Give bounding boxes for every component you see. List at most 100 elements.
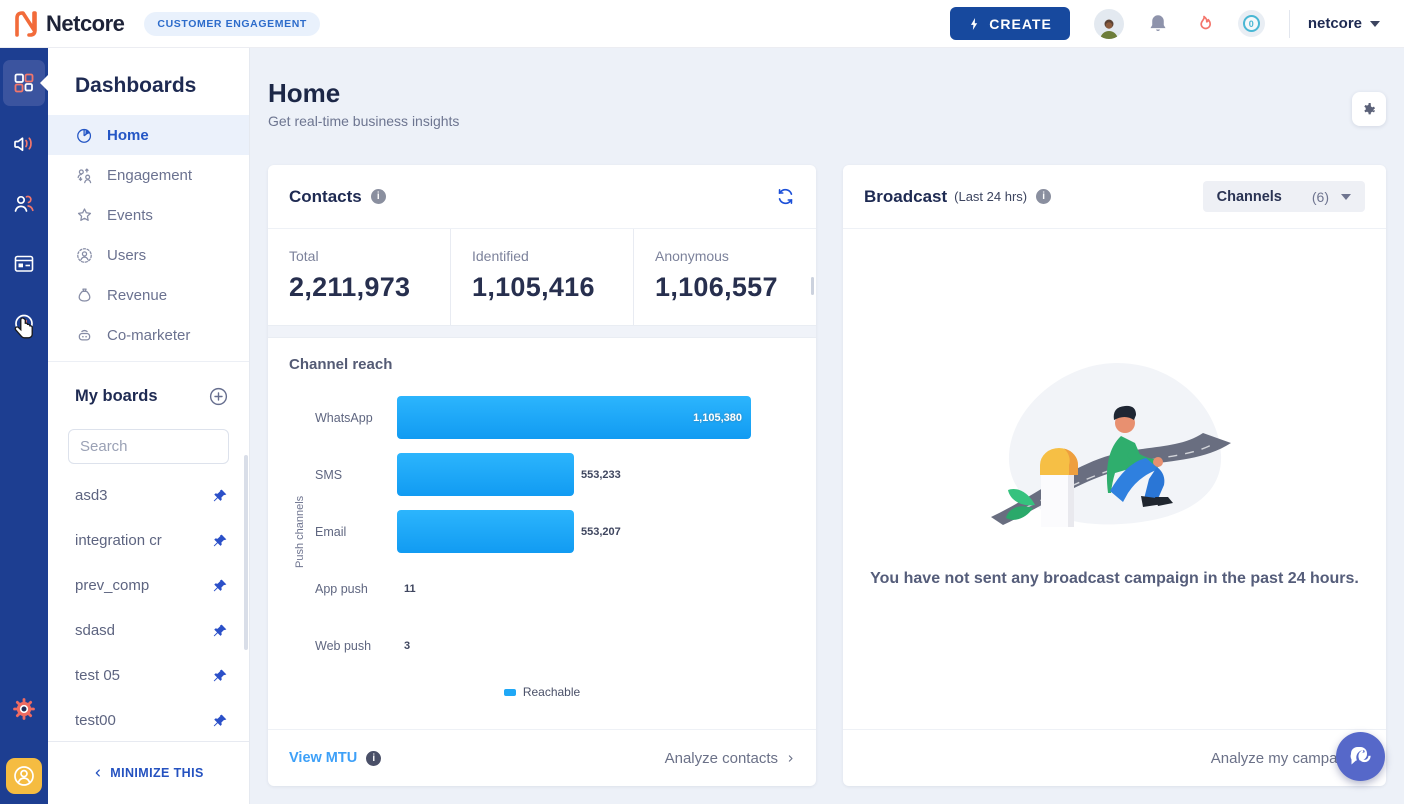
view-mtu-link[interactable]: View MTU i: [289, 750, 382, 766]
whats-new-flame-icon[interactable]: [1192, 13, 1216, 35]
chart-category-label: Web push: [315, 638, 372, 653]
pin-icon[interactable]: [212, 668, 228, 684]
create-button-label: CREATE: [989, 15, 1052, 32]
page-settings-gear-button[interactable]: [1352, 92, 1386, 126]
contacts-card-header: Contacts i: [268, 165, 816, 229]
board-item[interactable]: sdasd: [48, 608, 249, 653]
chart-legend: Reachable: [289, 685, 795, 699]
chevron-down-icon: [1370, 20, 1380, 27]
pin-icon[interactable]: [212, 623, 228, 639]
dashboard-cards-row: Contacts i Tot: [268, 165, 1386, 786]
broadcast-card: Broadcast (Last 24 hrs) i Channels (6): [843, 165, 1386, 786]
netcore-logo-icon: [10, 8, 42, 40]
channels-dropdown[interactable]: Channels (6): [1202, 181, 1365, 212]
empty-state-illustration: [965, 357, 1265, 540]
rail-item-analytics-icon[interactable]: [12, 313, 36, 335]
analyze-contacts-link[interactable]: Analyze contacts: [665, 750, 795, 767]
topbar-divider: [1288, 9, 1290, 38]
chat-support-fab[interactable]: [1336, 732, 1385, 781]
dashboards-item-users[interactable]: Users: [48, 235, 249, 275]
pin-icon[interactable]: [212, 713, 228, 729]
chart-row-web-push: Web push 3: [311, 617, 795, 674]
broadcast-period: (Last 24 hrs): [954, 189, 1028, 204]
rail-profile-avatar[interactable]: [6, 758, 42, 794]
dashboards-item-label: Events: [107, 206, 153, 224]
my-boards-header: My boards: [75, 386, 229, 407]
rail-item-dashboards[interactable]: [3, 60, 49, 106]
credits-count: 0: [1242, 15, 1260, 32]
chart-rows: WhatsApp 1,105,380 SMS 553,233 Email 553,207 A…: [311, 389, 795, 674]
dashboards-item-events[interactable]: Events: [48, 195, 249, 235]
rail-item-content-window-icon[interactable]: [12, 253, 36, 275]
netcore-logo[interactable]: Netcore: [10, 8, 125, 40]
account-menu[interactable]: netcore: [1308, 15, 1380, 32]
channels-label: Channels: [1216, 188, 1282, 205]
minimize-panel-button[interactable]: MINIMIZE THIS: [48, 741, 249, 804]
chart-category-label: SMS: [315, 467, 343, 482]
board-item[interactable]: test00: [48, 698, 249, 743]
chart-row-app-push: App push 11: [311, 560, 795, 617]
minimize-label: MINIMIZE THIS: [110, 766, 204, 780]
account-name: netcore: [1307, 15, 1362, 32]
chart-bar-area: 1,105,380: [397, 396, 795, 439]
pin-icon[interactable]: [212, 488, 228, 504]
chart-category-label: Email: [315, 524, 347, 539]
dashboards-item-home[interactable]: Home: [48, 115, 249, 155]
card-scrollbar[interactable]: [811, 277, 814, 295]
chart-bar[interactable]: 1,105,380: [397, 396, 751, 439]
rail-item-settings-gear-icon[interactable]: [11, 696, 37, 727]
stat-total: Total 2,211,973: [268, 229, 450, 325]
chart-row-whatsapp: WhatsApp 1,105,380: [311, 389, 795, 446]
stat-anonymous: Anonymous 1,106,557: [633, 229, 816, 325]
contacts-card-footer: View MTU i Analyze contacts: [268, 729, 816, 786]
mailbox: [1039, 448, 1078, 527]
rail-middle-group: [12, 133, 36, 335]
dashboards-item-engagement[interactable]: Engagement: [48, 155, 249, 195]
boards-list: asd3 integration cr prev_comp sdasd test…: [48, 473, 249, 743]
active-rail-pointer: [40, 74, 49, 92]
dashboards-item-co-marketer[interactable]: Co-marketer: [48, 315, 249, 355]
chart-bar[interactable]: [397, 453, 574, 496]
board-item[interactable]: test 05: [48, 653, 249, 698]
pin-icon[interactable]: [212, 578, 228, 594]
app-shell: Dashboards Home Engagement: [0, 48, 1404, 804]
view-mtu-label: View MTU: [289, 750, 358, 766]
add-board-plus-icon[interactable]: [208, 386, 229, 407]
board-item[interactable]: prev_comp: [48, 563, 249, 608]
chart-bar[interactable]: [397, 510, 574, 553]
bar-value-label: 11: [404, 582, 416, 595]
analyze-campaigns-link[interactable]: Analyze my campaigns: [1211, 750, 1365, 767]
dashboards-panel-title: Dashboards: [75, 74, 197, 97]
dashboards-item-label: Users: [107, 246, 147, 264]
chart-title: Channel reach: [289, 356, 393, 373]
info-icon[interactable]: i: [370, 189, 386, 204]
notifications-bell-icon[interactable]: [1146, 13, 1170, 35]
pin-icon[interactable]: [212, 533, 228, 549]
broadcast-title: Broadcast: [864, 186, 948, 206]
left-icon-rail: [0, 48, 49, 804]
rail-item-campaigns-megaphone-icon[interactable]: [12, 133, 36, 155]
bar-value-label: 1,105,380: [693, 411, 742, 424]
chart-bar-area: 11: [397, 567, 795, 610]
legend-label: Reachable: [522, 685, 581, 699]
info-icon[interactable]: i: [1036, 189, 1052, 204]
credits-counter-badge[interactable]: 0: [1237, 10, 1265, 37]
user-avatar[interactable]: [1093, 8, 1124, 39]
rail-item-audience-people-icon[interactable]: [12, 193, 36, 215]
refresh-icon[interactable]: [776, 187, 795, 206]
boards-search-input[interactable]: [80, 438, 279, 455]
board-item[interactable]: integration cr: [48, 518, 249, 563]
bar-value-label: 553,233: [581, 468, 621, 481]
create-button[interactable]: CREATE: [950, 7, 1070, 40]
dashboards-item-revenue[interactable]: Revenue: [48, 275, 249, 315]
chart-bar-area: 3: [397, 624, 795, 667]
brand-wordmark: Netcore: [46, 10, 125, 36]
stat-value: 1,105,416: [472, 272, 595, 302]
info-icon[interactable]: i: [366, 750, 382, 766]
lightning-bolt-icon: [968, 16, 981, 32]
chat-bubbles-icon: [1350, 746, 1371, 765]
board-item[interactable]: asd3: [48, 473, 249, 518]
panel-scrollbar[interactable]: [244, 455, 248, 650]
boards-search[interactable]: [68, 429, 294, 464]
chart-category-label: App push: [315, 581, 368, 596]
